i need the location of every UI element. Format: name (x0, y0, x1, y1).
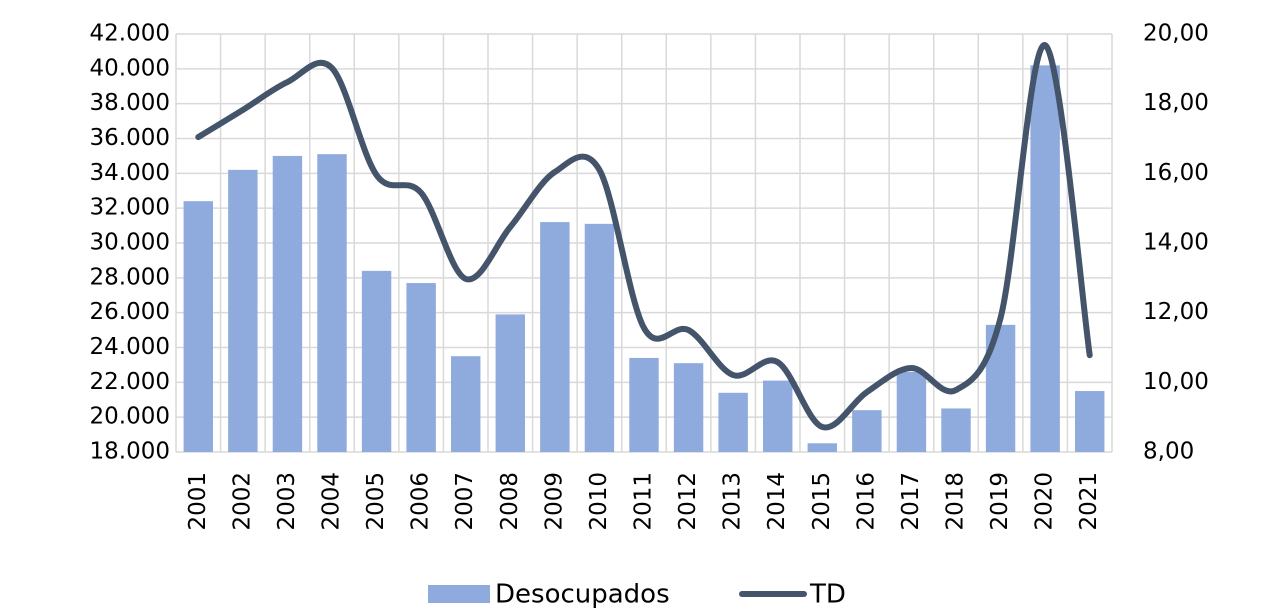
bar (673, 363, 704, 452)
x-tick-label: 2018 (943, 472, 969, 531)
x-tick-label: 2009 (541, 472, 567, 531)
legend-swatch (428, 585, 490, 603)
bar (272, 155, 303, 452)
y2-tick-label: 20,00 (1143, 21, 1209, 47)
y-tick-label: 22.000 (90, 369, 170, 395)
x-tick-label: 2021 (1076, 472, 1102, 531)
y-tick-label: 30.000 (90, 230, 170, 256)
y2-tick-label: 8,00 (1143, 439, 1194, 465)
x-tick-label: 2008 (497, 472, 523, 531)
bar (183, 201, 213, 452)
x-tick-label: 2002 (229, 472, 255, 531)
x-tick-label: 2007 (452, 472, 478, 531)
bar (540, 222, 570, 452)
bar (629, 357, 659, 452)
bar (1075, 391, 1105, 452)
bar (807, 443, 837, 452)
bar (495, 314, 525, 452)
y2-tick-label: 14,00 (1143, 230, 1209, 256)
x-tick-label: 2003 (274, 472, 300, 531)
x-tick-label: 2004 (319, 472, 345, 531)
bar (763, 380, 793, 452)
bar (228, 169, 258, 452)
bar (941, 408, 971, 452)
y2-tick-label: 16,00 (1143, 160, 1209, 186)
legend-label: TD (809, 580, 846, 610)
x-tick-label: 2012 (675, 472, 701, 531)
y2-tick-label: 10,00 (1143, 369, 1209, 395)
bar (896, 371, 927, 452)
x-tick-label: 2011 (631, 472, 657, 531)
x-tick-label: 2019 (987, 472, 1013, 531)
y-tick-label: 28.000 (90, 264, 170, 290)
bar (406, 283, 436, 452)
y-tick-label: 36.000 (90, 125, 170, 151)
y2-tick-label: 18,00 (1143, 90, 1209, 116)
x-tick-label: 2006 (408, 472, 434, 531)
x-tick-label: 2014 (764, 472, 790, 531)
y-tick-label: 32.000 (90, 195, 170, 221)
y-tick-label: 26.000 (90, 299, 170, 325)
bar (718, 392, 748, 452)
bar (451, 356, 481, 452)
x-tick-label: 2005 (363, 472, 389, 531)
y-tick-label: 20.000 (90, 404, 170, 430)
bar (317, 154, 347, 453)
y-tick-label: 18.000 (90, 439, 170, 465)
y-tick-label: 42.000 (90, 21, 170, 47)
y2-tick-label: 12,00 (1143, 299, 1209, 325)
bar (361, 270, 392, 452)
y-tick-label: 38.000 (90, 90, 170, 116)
x-tick-label: 2001 (185, 472, 211, 531)
bar (1030, 65, 1060, 452)
x-tick-label: 2015 (809, 472, 835, 531)
x-tick-label: 2010 (586, 472, 612, 531)
x-tick-label: 2013 (720, 472, 746, 531)
bar (584, 223, 615, 452)
y-tick-label: 40.000 (90, 55, 170, 81)
bar (852, 410, 882, 452)
x-tick-label: 2017 (898, 472, 924, 531)
y-tick-label: 24.000 (90, 334, 170, 360)
line (195, 42, 1093, 431)
legend-label: Desocupados (495, 580, 670, 610)
y-tick-label: 34.000 (90, 160, 170, 186)
x-tick-label: 2016 (853, 472, 879, 531)
x-tick-label: 2020 (1032, 472, 1058, 531)
